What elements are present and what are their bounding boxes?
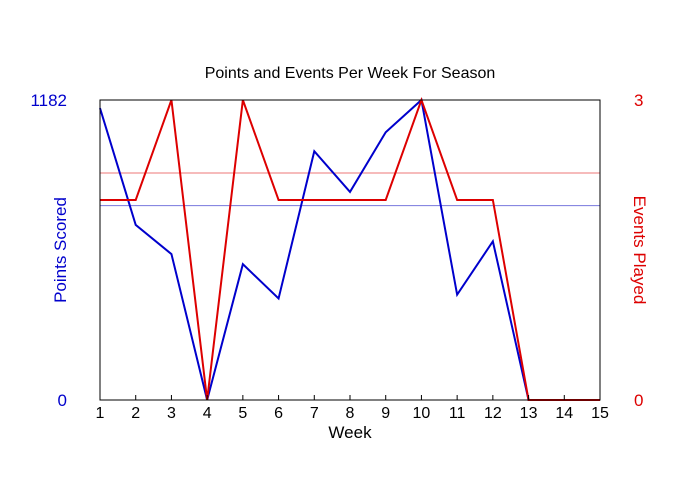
right-axis-label: Events Played <box>630 196 649 305</box>
right-y-tick-label: 3 <box>634 91 643 110</box>
series-line-right <box>100 97 600 401</box>
x-axis-label: Week <box>328 423 372 442</box>
x-tick-label: 12 <box>484 405 502 422</box>
left-y-tick-label: 1182 <box>30 91 67 110</box>
x-tick-label: 15 <box>591 405 609 422</box>
chart-title: Points and Events Per Week For Season <box>205 65 496 82</box>
x-tick-label: 3 <box>167 405 176 422</box>
x-tick-label: 6 <box>274 405 283 422</box>
left-y-tick-label: 0 <box>58 391 67 410</box>
x-tick-label: 13 <box>520 405 538 422</box>
x-tick-label: 1 <box>96 405 105 422</box>
plot-frame <box>99 99 601 401</box>
x-tick-label: 8 <box>346 405 355 422</box>
x-tick-label: 7 <box>310 405 319 422</box>
series-line-left <box>99 98 600 401</box>
left-axis-label: Points Scored <box>51 197 70 303</box>
x-tick-label: 10 <box>413 405 431 422</box>
x-tick-label: 9 <box>381 405 390 422</box>
x-tick-label: 5 <box>238 405 247 422</box>
right-y-tick-label: 0 <box>634 391 643 410</box>
x-tick-label: 11 <box>449 405 466 422</box>
x-tick-label: 2 <box>131 405 140 422</box>
x-tick-label: 14 <box>555 405 573 422</box>
x-tick-label: 4 <box>203 405 212 422</box>
